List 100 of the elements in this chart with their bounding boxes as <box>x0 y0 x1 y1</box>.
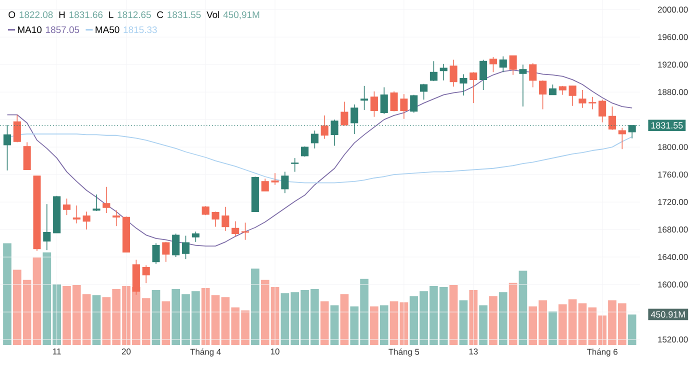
x-tick-label: 20 <box>122 348 131 355</box>
candlestick <box>261 178 269 192</box>
bar <box>330 305 339 345</box>
annotation: Vol <box>206 11 220 18</box>
candlestick <box>13 114 21 143</box>
bar <box>320 301 329 345</box>
legend-label: MA10 <box>18 26 42 34</box>
bar <box>518 270 528 345</box>
annotation: O <box>8 11 16 18</box>
candlestick <box>568 86 576 106</box>
candlestick <box>222 206 230 232</box>
candlestick <box>489 56 497 73</box>
bar <box>340 294 349 345</box>
candlestick <box>212 211 220 228</box>
y-tick-label: 1640.00 <box>658 254 688 260</box>
candlestick <box>400 94 408 120</box>
bar <box>390 301 398 345</box>
y-tick-label: 2000.00 <box>658 6 688 13</box>
bar <box>152 290 160 345</box>
candlestick <box>43 204 51 251</box>
candlestick <box>102 186 110 214</box>
x-tick-label: 11 <box>53 348 61 354</box>
bar <box>3 243 12 345</box>
candlestick <box>72 205 80 224</box>
candlestick <box>529 62 537 88</box>
x-tick-label: Tháng 6 <box>586 348 618 357</box>
legend-label: MA50 <box>96 26 120 34</box>
candlestick <box>281 171 289 194</box>
candlestick <box>172 233 180 258</box>
annotation: 1812.65 <box>118 11 151 18</box>
candlestick <box>460 74 468 96</box>
bar <box>469 290 478 345</box>
candlestick <box>519 64 527 107</box>
candlestick <box>3 124 12 171</box>
candlestick <box>232 220 240 237</box>
candlestick <box>182 235 190 260</box>
candlestick <box>470 72 478 104</box>
y-tick-label: 1760.00 <box>658 172 688 178</box>
candlestick <box>152 242 160 264</box>
candlestick <box>82 211 90 230</box>
candlestick <box>480 59 488 90</box>
bar <box>251 268 260 345</box>
candlestick <box>390 91 398 112</box>
y-tick-label: 1600.00 <box>658 282 688 288</box>
candlestick <box>499 56 507 73</box>
y-tick-label: 1680.00 <box>658 226 688 233</box>
candlestick <box>548 84 556 96</box>
candlestick <box>112 210 120 226</box>
bar <box>459 300 468 345</box>
bar <box>32 257 42 345</box>
candlestick <box>310 130 318 149</box>
y-tick-label: 1520.00 <box>658 336 688 342</box>
candlestick <box>509 55 517 76</box>
x-tick-label: 10 <box>270 348 280 355</box>
candlestick <box>162 242 170 262</box>
candlestick <box>291 158 299 172</box>
annotation: 1831.66 <box>70 11 103 18</box>
bar <box>370 306 378 345</box>
candlestick <box>271 172 279 186</box>
bar <box>92 295 101 345</box>
candlestick <box>62 198 71 216</box>
candlestick <box>142 264 150 284</box>
y-tick-label: 1800.00 <box>658 144 688 150</box>
candlestick <box>360 86 368 110</box>
text: 450.91M <box>650 311 685 318</box>
candlestick <box>608 106 616 130</box>
bar <box>162 301 170 345</box>
bar <box>548 311 557 345</box>
candlestick <box>192 231 200 242</box>
x-tick-label: Tháng 4 <box>190 348 221 357</box>
annotation: 1857.05 <box>46 26 80 34</box>
candlestick <box>578 90 586 108</box>
ref-line-label: 1831.55 <box>651 122 683 129</box>
candlestick <box>618 127 626 150</box>
candlestick <box>340 101 348 126</box>
bar <box>489 296 498 345</box>
bar <box>498 292 508 345</box>
y-tick-label: 1720.00 <box>658 199 688 206</box>
y-tick-label: 1960.00 <box>658 34 688 40</box>
candlestick <box>370 91 378 118</box>
bar <box>380 305 388 345</box>
candlestick <box>92 194 100 212</box>
annotation: L <box>109 11 114 18</box>
candlestick <box>588 96 596 110</box>
bar <box>479 305 488 345</box>
candlestick <box>598 99 606 123</box>
candlestick <box>23 142 31 170</box>
bar <box>449 284 458 345</box>
annotation: C <box>157 11 164 18</box>
annotation: 1831.55 <box>168 11 201 18</box>
candlestick <box>430 60 438 82</box>
y-tick-label: 1880.00 <box>658 89 688 96</box>
candlestick <box>440 64 448 81</box>
bar <box>508 282 518 345</box>
y-tick-label: 1920.00 <box>658 62 688 68</box>
candlestick <box>320 115 328 140</box>
candlestick <box>539 80 547 110</box>
candlestick <box>420 83 428 100</box>
x-tick-label: 13 <box>469 348 478 355</box>
annotation: 450,91M <box>223 11 260 20</box>
